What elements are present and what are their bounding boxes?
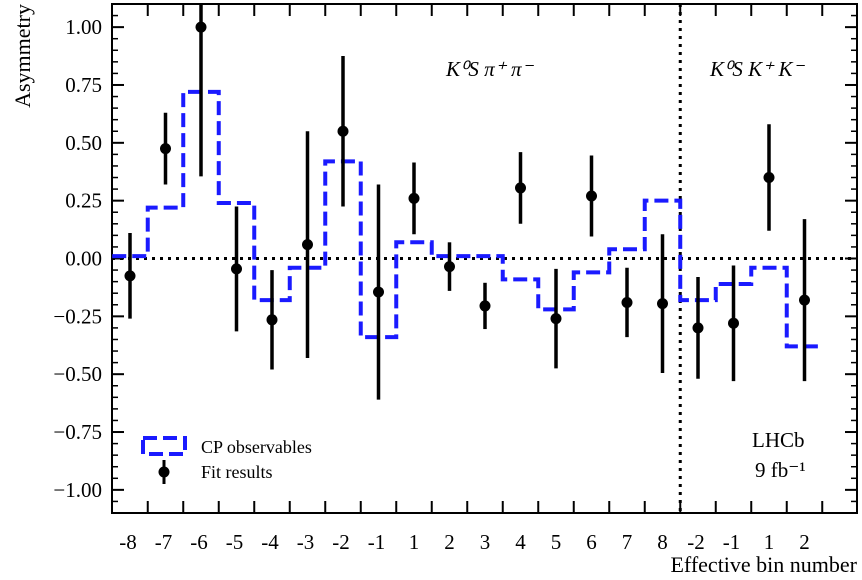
x-tick-label: 5	[551, 530, 562, 554]
fit-point	[124, 270, 136, 282]
y-tick-label: −1.00	[53, 478, 102, 502]
fit-point	[373, 286, 384, 298]
fit-point	[586, 190, 597, 202]
legend-fit-label: Fit results	[201, 462, 273, 482]
x-tick-label: 2	[799, 530, 810, 554]
y-tick-label: −0.75	[53, 420, 102, 444]
x-tick-label: 3	[480, 530, 491, 554]
y-tick-label: 0.50	[65, 131, 102, 155]
region1-label: K⁰S π⁺ π⁻	[445, 57, 535, 81]
luminosity-label: 9 fb⁻¹	[755, 458, 806, 482]
x-tick-label: -8	[119, 530, 137, 554]
y-tick-label: −0.50	[53, 362, 102, 386]
fit-point	[302, 239, 313, 251]
x-tick-label: -4	[261, 530, 279, 554]
legend-cp-label: CP observables	[201, 437, 312, 457]
fit-point	[266, 314, 278, 326]
x-tick-label: 1	[764, 530, 775, 554]
fit-point	[479, 300, 491, 312]
x-tick-label: -2	[687, 530, 705, 554]
x-axis-ticks: -8 -7 -6 -5 -4 -3 -2 -1 1 2 3 4 5 6 7 8 -2 -1 1 2	[119, 4, 824, 554]
fit-point	[621, 296, 633, 308]
fit-point	[763, 172, 775, 184]
region2-label: K⁰S K⁺ K⁻	[709, 57, 806, 81]
fit-point	[728, 317, 739, 329]
legend-fit-marker	[158, 466, 170, 478]
fit-point	[160, 143, 171, 155]
x-axis-title: Effective bin number	[670, 552, 857, 577]
fit-point	[444, 261, 455, 273]
y-axis-title: Asymmetry	[10, 4, 35, 108]
y-axis-ticks: −1.00 −0.75 −0.50 −0.25 0.00 0.25 0.50 0.75 1.00	[53, 14, 857, 503]
x-tick-label: -7	[155, 530, 173, 554]
fit-point	[195, 21, 207, 33]
x-tick-label: -3	[297, 530, 315, 554]
fit-point	[231, 263, 242, 275]
fit-point	[657, 298, 668, 310]
fit-point	[515, 182, 526, 194]
x-tick-label: -1	[723, 530, 741, 554]
fit-point	[692, 322, 704, 334]
y-tick-label: 0.00	[65, 247, 102, 271]
x-tick-label: 8	[657, 530, 668, 554]
x-tick-label: -1	[368, 530, 386, 554]
y-tick-label: 0.75	[65, 73, 102, 97]
x-tick-label: -5	[226, 530, 244, 554]
legend: CP observables Fit results	[141, 436, 312, 484]
legend-cp-swatch	[141, 436, 187, 456]
x-tick-label: 6	[586, 530, 597, 554]
x-tick-label: 7	[622, 530, 633, 554]
experiment-label: LHCb	[752, 428, 805, 452]
cp-observables-step-line	[112, 89, 823, 349]
fit-point	[408, 192, 420, 204]
y-tick-label: 1.00	[65, 15, 102, 39]
cp-observables-series	[112, 89, 823, 349]
y-tick-label: 0.25	[65, 189, 102, 213]
x-tick-label: 1	[409, 530, 420, 554]
x-tick-label: 2	[444, 530, 455, 554]
fit-results-series	[124, 4, 810, 400]
x-tick-label: -6	[190, 530, 208, 554]
fit-point	[550, 313, 562, 325]
x-tick-label: -2	[332, 530, 350, 554]
x-tick-label: 4	[515, 530, 526, 554]
fit-point	[337, 125, 349, 137]
y-tick-label: −0.25	[53, 304, 102, 328]
fit-point	[799, 294, 810, 306]
